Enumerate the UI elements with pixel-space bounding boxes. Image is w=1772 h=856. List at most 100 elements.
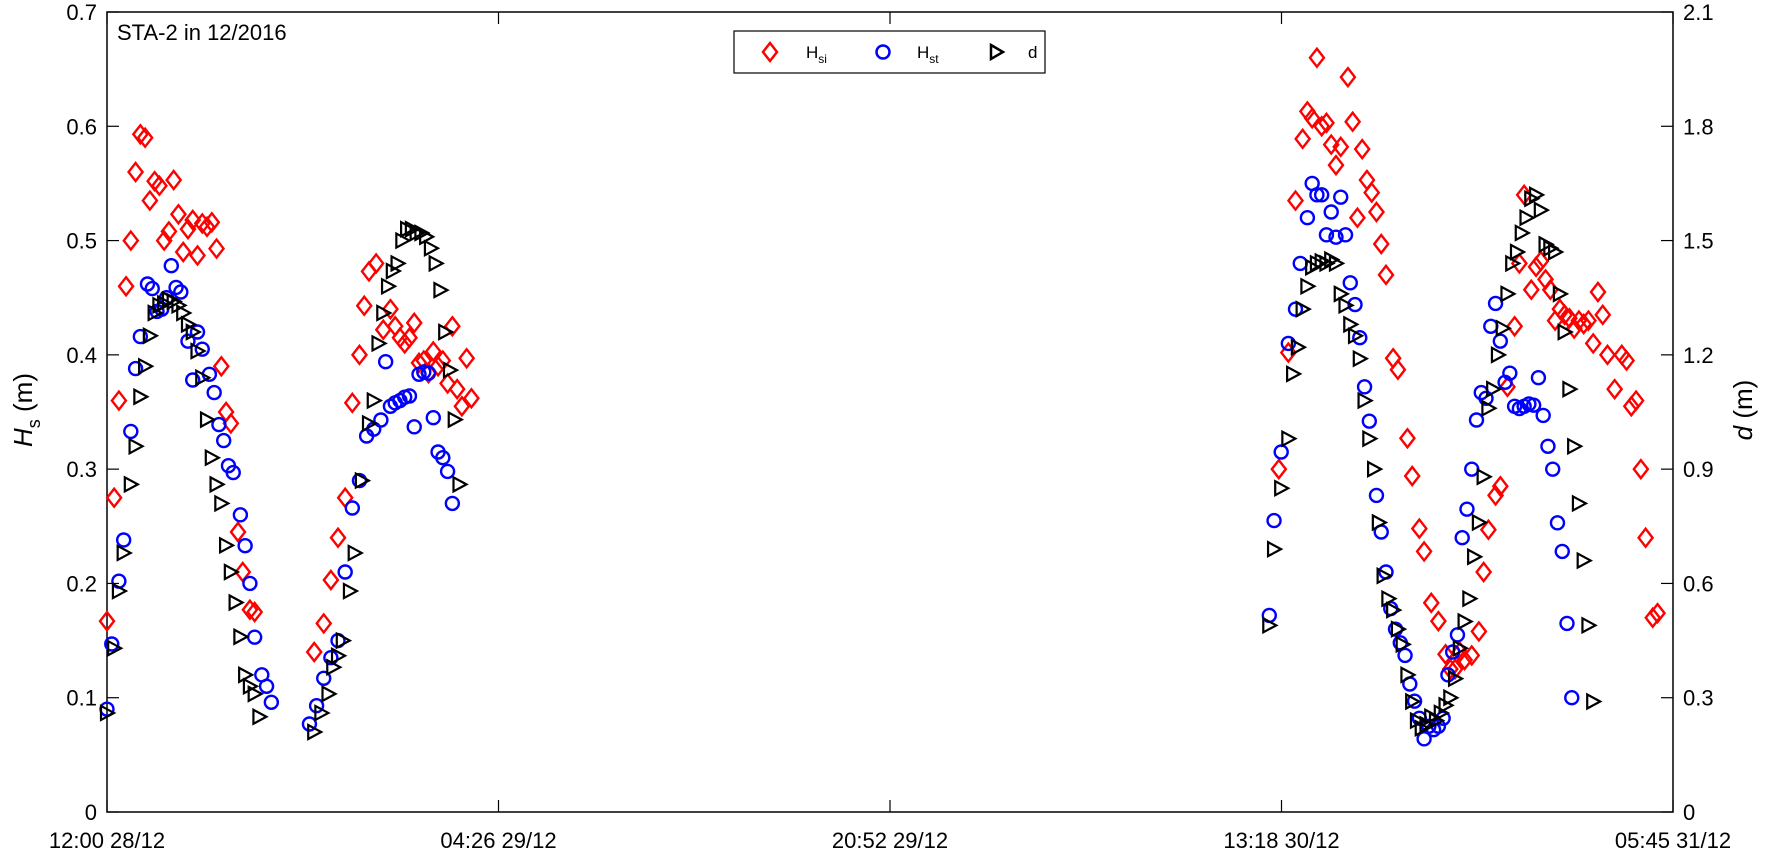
point-hsi [1348,206,1366,229]
point-hst [444,495,461,512]
point-hsi [1339,66,1357,89]
point-hsi [1403,465,1421,487]
point-d [1490,346,1508,364]
point-d [1452,639,1470,658]
point-d [438,323,455,341]
point-hsi [1522,278,1540,301]
point-d [428,254,446,273]
point-hst [1416,731,1432,747]
point-hst [132,328,149,345]
point-d [1586,692,1603,711]
point-hsi [434,349,452,372]
point-d [452,475,469,494]
point-hsi [305,641,323,663]
point-hsi [343,391,361,414]
point-hsi [1389,358,1407,381]
point-hsi [1579,309,1597,332]
point-hst [1387,621,1404,637]
point-hst [1397,647,1413,664]
point-hst [163,258,180,274]
point-hsi [1372,233,1390,255]
point-hst [1313,187,1330,203]
point-hsi [1632,458,1650,481]
point-d [1438,696,1455,715]
point-d [252,707,269,726]
x-tick-label: 12:00 28/12 [49,828,165,853]
point-d [1286,365,1303,383]
point-d [107,639,124,658]
point-hsi [1515,183,1533,206]
point-hst [1502,365,1518,381]
point-hsi [1644,606,1662,629]
point-d [447,410,465,429]
point-d [1290,338,1308,357]
point-d [1505,254,1522,273]
point-hst [1318,227,1335,243]
point-d [123,475,141,494]
point-hsi [1491,475,1509,498]
point-hst [1525,397,1542,413]
point-hsi [1441,658,1459,681]
point-d [1266,540,1284,558]
point-hst [373,412,389,428]
point-hst [1535,407,1551,424]
point-hsi [105,486,123,509]
point-hsi [381,298,399,321]
legend-label-hst: Hst [917,43,939,66]
point-d [1562,380,1579,398]
point-d [1433,704,1451,722]
point-hst [1266,512,1282,529]
point-d [366,391,384,410]
point-hst [1549,515,1566,531]
point-hst [194,341,210,357]
point-d [1328,254,1346,273]
legend-label-hsi: Hsi [806,43,827,66]
point-d [1390,620,1408,638]
point-hsi [367,252,385,275]
point-hsi [1456,649,1474,671]
x-tick-label: 20:52 29/12 [832,828,948,853]
point-hst [237,538,253,554]
point-hsi [453,395,471,418]
point-d [1467,547,1484,566]
point-hsi [1506,315,1524,338]
point-d [195,368,212,387]
y-right-title-main: d [1728,424,1758,440]
point-hst [168,279,184,296]
point-hst [1323,204,1339,220]
point-d [342,582,360,600]
point-hsi [1487,484,1505,507]
point-d [233,627,250,646]
point-d [111,582,129,600]
point-hst [1352,330,1368,346]
point-hst [1454,530,1470,546]
point-hsi [212,355,230,378]
point-d [214,494,231,513]
point-d [1371,513,1389,532]
point-hst [1273,444,1289,460]
point-hsi [1270,458,1288,481]
point-hsi [131,123,149,146]
y-right-tick-label: 0.3 [1683,686,1714,711]
point-hst [1406,693,1423,709]
point-hsi [165,169,183,191]
point-hst [1545,461,1561,477]
point-hst [1492,333,1509,349]
y-right-tick-label: 0 [1683,800,1695,825]
point-d [326,658,343,677]
point-d [1333,285,1351,303]
point-hst [258,678,275,694]
point-hsi [1575,313,1593,335]
point-hst [1337,227,1354,243]
point-d [376,304,393,322]
point-d [409,224,426,242]
y-left-tick-label: 0.2 [66,571,97,596]
point-hst [206,384,222,401]
point-hst [189,324,206,340]
point-hst [225,464,241,481]
point-hst [1540,438,1556,454]
point-d [1262,616,1279,635]
y-right-tick-label: 0.6 [1683,571,1714,596]
point-d [1352,349,1370,368]
point-hst [127,360,144,377]
